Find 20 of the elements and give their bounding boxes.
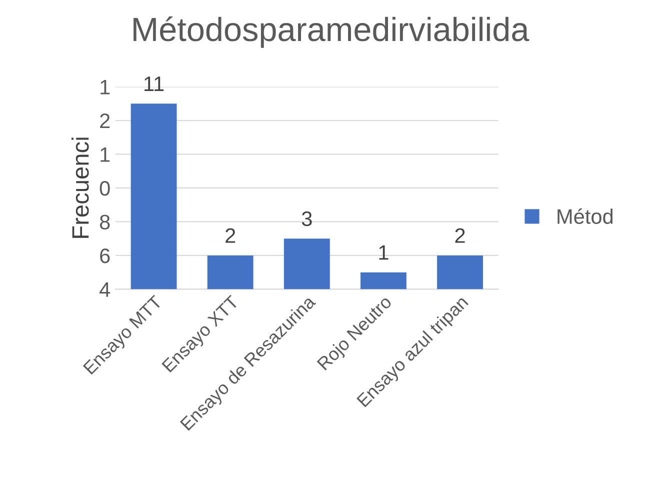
text: 2 [100, 114, 110, 128]
data-label: 11 [144, 76, 164, 91]
chart-title: Métodosparamedirviabilida [134, 16, 530, 48]
text: 8 [100, 214, 110, 230]
data-label: 1 [379, 245, 388, 260]
data-label: 2 [455, 228, 465, 243]
bar [284, 238, 330, 290]
y-axis-title: Frecuenci [71, 138, 89, 238]
text: 1 [100, 80, 110, 94]
text: 6 [100, 248, 110, 264]
text: 1 [100, 147, 110, 162]
data-label: 2 [226, 228, 236, 243]
bar [360, 272, 406, 290]
text: 4 [100, 282, 110, 297]
data-label: 3 [302, 211, 312, 226]
bar [207, 255, 254, 290]
bar [130, 104, 177, 290]
bar [437, 255, 483, 290]
text: 0 [100, 180, 110, 196]
legend-label: Métod [558, 208, 613, 224]
